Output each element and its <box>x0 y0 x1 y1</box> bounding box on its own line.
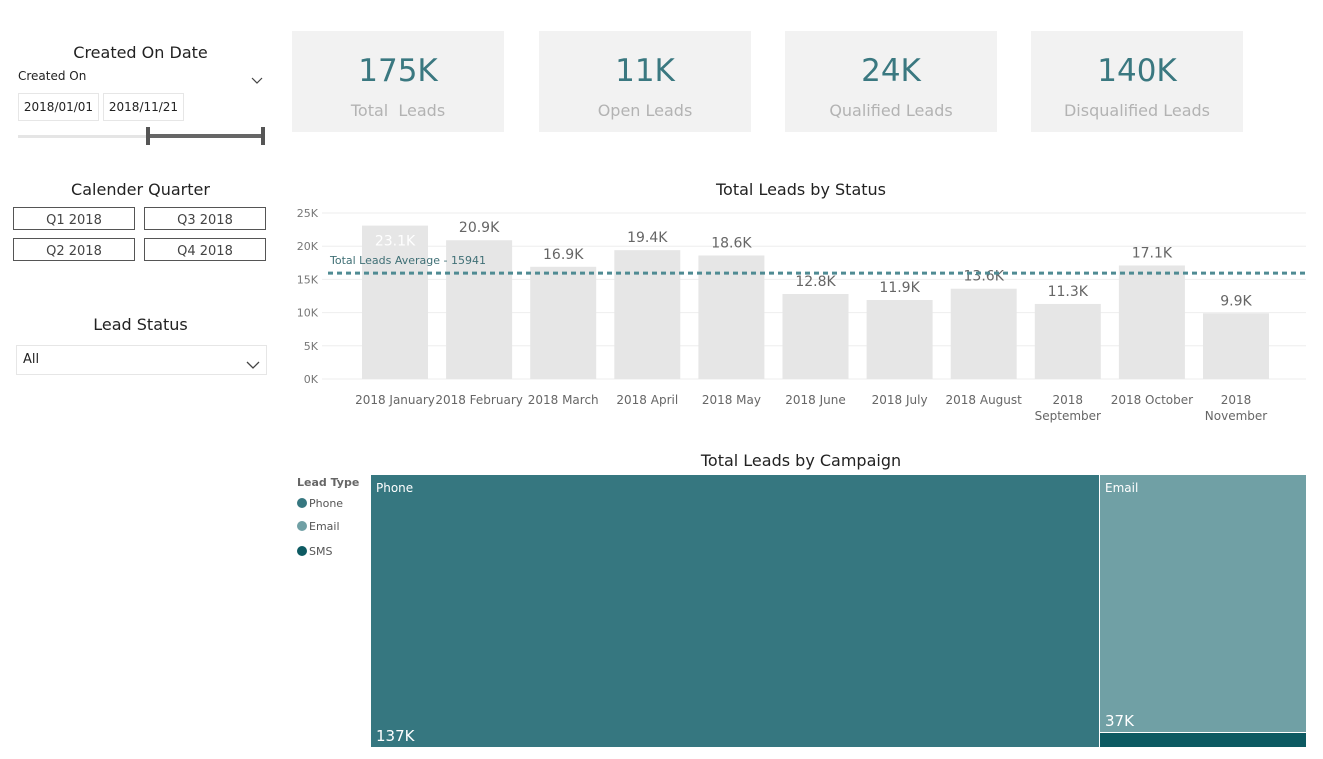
x-tick-label: 2018 May <box>702 393 761 407</box>
kpi-label: Qualified Leads <box>829 101 953 120</box>
lead-status-dropdown[interactable]: All <box>16 345 267 375</box>
x-tick-label: 2018 April <box>616 393 678 407</box>
legend-item-phone[interactable]: Phone <box>297 497 343 510</box>
date-range-start-handle[interactable] <box>146 127 150 145</box>
tile-value: 37K <box>1105 712 1134 730</box>
bar[interactable] <box>950 288 1017 379</box>
quarter-button-q1[interactable]: Q1 2018 <box>13 207 135 230</box>
legend-item-email[interactable]: Email <box>297 520 340 533</box>
legend-label: SMS <box>309 545 333 558</box>
x-tick-label: 2018 January <box>355 393 435 407</box>
kpi-value: 24K <box>861 53 921 89</box>
chevron-down-icon[interactable] <box>251 70 263 84</box>
x-tick-label: 2018 February <box>435 393 523 407</box>
date-slicer-title: Created On Date <box>73 43 208 62</box>
data-label: 19.4K <box>627 230 668 246</box>
treemap-title: Total Leads by Campaign <box>700 451 902 470</box>
leads-by-status-chart: 0K 5K 10K 15K 20K 25K 23.1K 2018 January 20.9K 20… <box>297 207 1306 423</box>
y-tick-label: 25K <box>297 207 319 220</box>
x-tick-label: 2018 June <box>785 393 846 407</box>
tile-name: Phone <box>376 481 414 495</box>
kpi-label: Total Leads <box>350 101 446 120</box>
legend-dot <box>297 521 307 531</box>
kpi-label: Open Leads <box>597 101 693 120</box>
y-tick-label: 20K <box>297 240 319 253</box>
quarter-slicer-title: Calender Quarter <box>71 180 210 199</box>
data-label: 20.9K <box>459 220 500 236</box>
kpi-card-qualified-leads: 24K Qualified Leads <box>785 31 997 132</box>
y-tick-label: 15K <box>297 273 319 286</box>
kpi-card-total-leads: 175K Total Leads <box>292 31 504 132</box>
quarter-button-q3[interactable]: Q3 2018 <box>144 207 266 230</box>
kpi-card-disqualified-leads: 140K Disqualified Leads <box>1031 31 1243 132</box>
legend-dot <box>297 546 307 556</box>
x-tick-label: 2018 <box>1053 393 1084 407</box>
kpi-value: 11K <box>615 53 675 89</box>
legend-label: Phone <box>309 497 344 510</box>
x-tick-label: 2018 March <box>528 393 599 407</box>
bar-chart-title: Total Leads by Status <box>715 180 886 199</box>
start-date-input[interactable]: 2018/01/01 <box>18 93 99 121</box>
kpi-label: Disqualified Leads <box>1063 101 1211 120</box>
bar[interactable] <box>1203 313 1269 379</box>
x-tick-label: 2018 August <box>946 393 1023 407</box>
y-tick-label: 10K <box>297 307 319 320</box>
status-slicer-title: Lead Status <box>93 315 188 334</box>
date-range-end-handle[interactable] <box>261 127 265 145</box>
data-label: 16.9K <box>543 247 584 263</box>
data-label: 9.9K <box>1220 293 1252 309</box>
chevron-down-icon <box>246 355 260 374</box>
kpi-value: 175K <box>358 53 438 89</box>
data-label: 11.9K <box>879 280 920 296</box>
bar[interactable] <box>614 250 681 379</box>
average-line-label: Total Leads Average - 15941 <box>329 254 486 267</box>
data-label: 17.1K <box>1132 245 1173 261</box>
end-date-input[interactable]: 2018/11/21 <box>103 93 184 121</box>
data-label: 11.3K <box>1048 284 1089 300</box>
legend-item-sms[interactable]: SMS <box>297 545 332 558</box>
data-label: 12.8K <box>795 274 836 290</box>
y-tick-label: 0K <box>304 373 319 386</box>
treemap-tile-phone[interactable]: Phone 137K <box>371 475 1099 747</box>
bar[interactable] <box>866 299 933 379</box>
data-label: 18.6K <box>711 235 752 251</box>
legend-title: Lead Type <box>297 476 360 489</box>
x-tick-label: September <box>1035 409 1101 423</box>
quarter-button-q4[interactable]: Q4 2018 <box>144 238 266 261</box>
date-range-fill <box>148 134 263 138</box>
tile-value: 137K <box>376 727 415 745</box>
treemap-tile-email[interactable]: Email 37K <box>1099 475 1306 732</box>
kpi-card-open-leads: 11K Open Leads <box>539 31 751 132</box>
lead-status-value: All <box>23 352 40 367</box>
treemap-tile-sms[interactable] <box>1099 732 1306 747</box>
date-range-track[interactable] <box>18 135 263 138</box>
x-tick-label: 2018 October <box>1111 393 1193 407</box>
bar[interactable] <box>1118 265 1185 379</box>
bar[interactable] <box>362 225 428 379</box>
date-field-label: Created On <box>18 69 87 83</box>
x-tick-label: 2018 <box>1221 393 1252 407</box>
y-tick-label: 5K <box>304 340 319 353</box>
x-tick-label: November <box>1205 409 1267 423</box>
data-label: 13.6K <box>964 269 1005 285</box>
bar[interactable] <box>446 240 513 379</box>
data-label: 23.1K <box>375 234 416 250</box>
tile-name: Email <box>1105 481 1139 495</box>
legend-label: Email <box>309 520 340 533</box>
kpi-value: 140K <box>1097 53 1177 89</box>
bar[interactable] <box>698 255 765 379</box>
bar[interactable] <box>1034 303 1101 379</box>
legend-dot <box>297 498 307 508</box>
bar[interactable] <box>782 294 849 379</box>
bar[interactable] <box>530 266 597 379</box>
x-tick-label: 2018 July <box>872 393 928 407</box>
quarter-button-q2[interactable]: Q2 2018 <box>13 238 135 261</box>
